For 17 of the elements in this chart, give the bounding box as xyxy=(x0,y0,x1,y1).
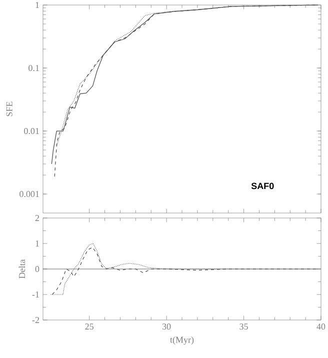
y-tick-label: 0.1 xyxy=(28,64,39,72)
y-tick-label: 0.001 xyxy=(20,190,39,198)
x-tick-label: 35 xyxy=(240,324,248,330)
y-tick-label: 1 xyxy=(36,2,39,8)
x-tick-label: 25 xyxy=(85,324,94,330)
y-axis-title: SFE xyxy=(6,102,12,116)
x-axis-title: t(Myr) xyxy=(170,336,194,345)
x-tick-label: 30 xyxy=(162,324,171,330)
y-tick-label: 2 xyxy=(35,215,39,221)
x-tick-label: 40 xyxy=(316,324,326,330)
y-tick-label: 0.01 xyxy=(24,128,39,134)
annotation: SAF0 xyxy=(251,182,274,190)
y-tick-label: 0 xyxy=(35,266,40,272)
y-tick-label: 1 xyxy=(36,240,39,246)
y-tick-label: -2 xyxy=(32,317,39,323)
y-tick-label: -1 xyxy=(32,292,39,298)
y-axis-title: Delta xyxy=(18,259,26,278)
